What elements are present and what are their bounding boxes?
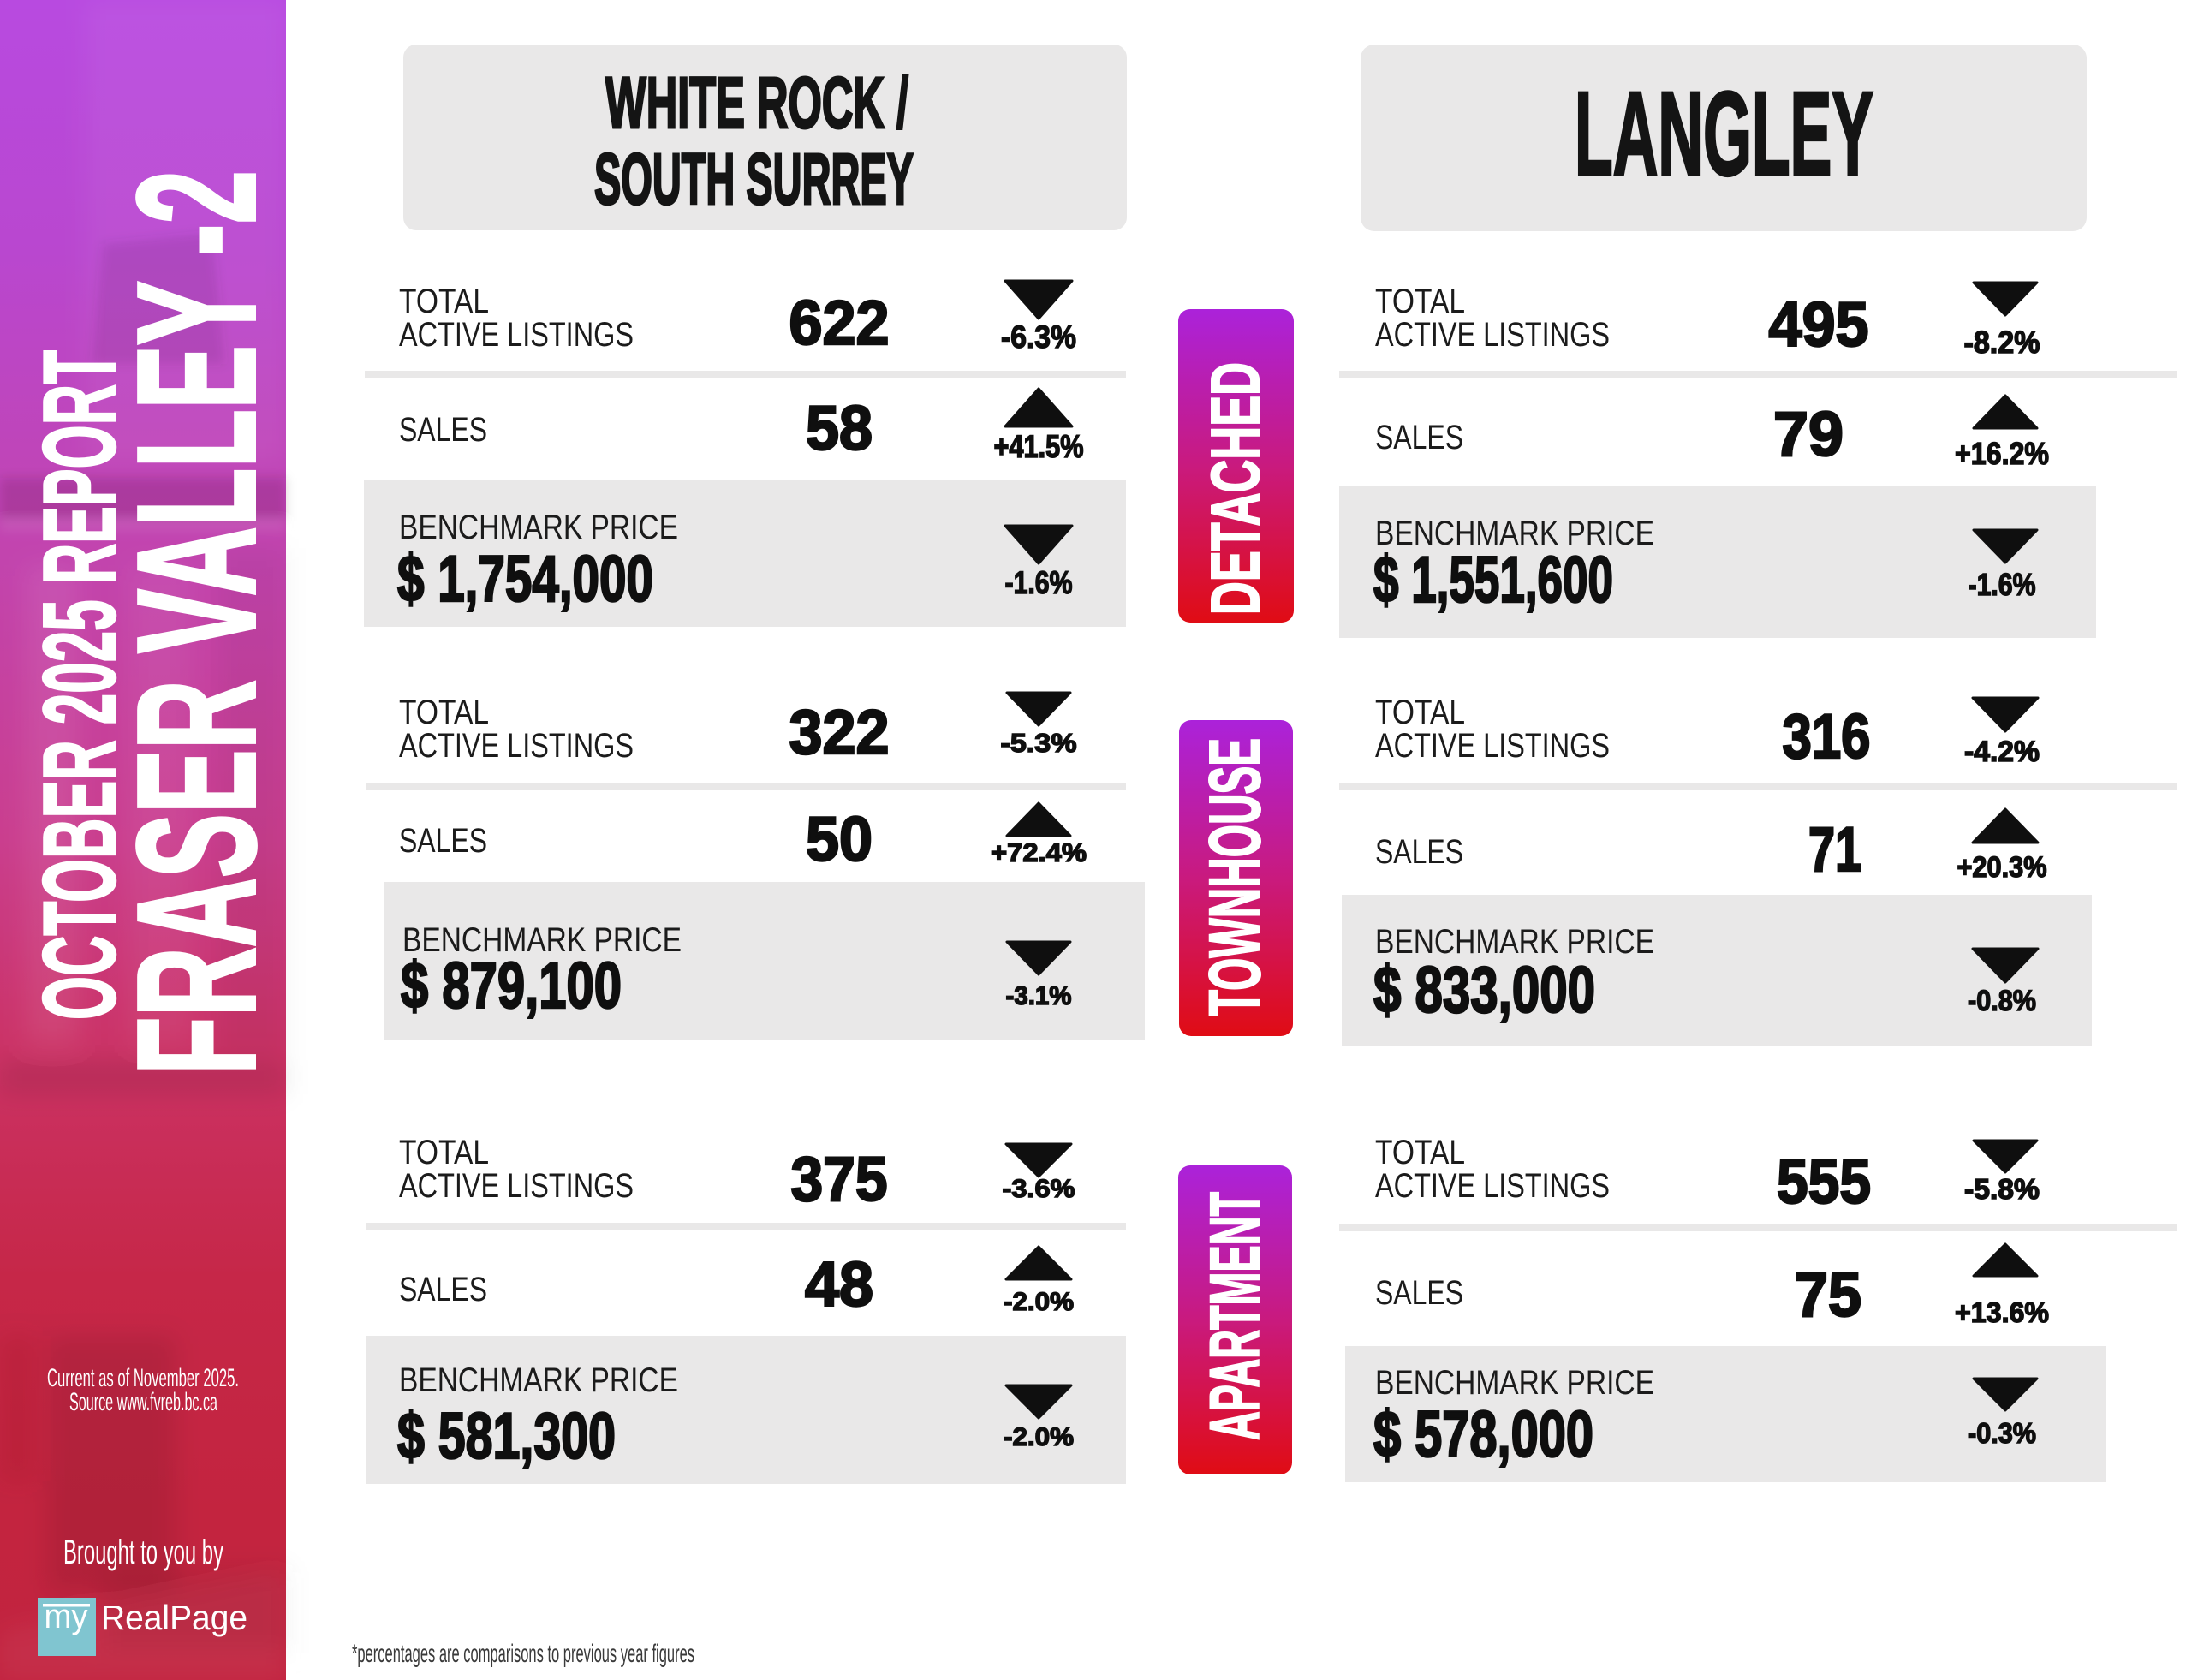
svg-text:555: 555 bbox=[1777, 1147, 1871, 1217]
svg-text:my: my bbox=[45, 1598, 88, 1635]
svg-text:BENCHMARK PRICE: BENCHMARK PRICE bbox=[1375, 515, 1654, 552]
svg-text:Brought to you by: Brought to you by bbox=[63, 1534, 223, 1571]
svg-text:-6.3%: -6.3% bbox=[1001, 319, 1076, 354]
svg-text:$ 879,100: $ 879,100 bbox=[401, 950, 622, 1022]
svg-text:+20.3%: +20.3% bbox=[1957, 851, 2047, 884]
svg-text:$ 833,000: $ 833,000 bbox=[1373, 954, 1595, 1027]
svg-text:-4.2%: -4.2% bbox=[1964, 736, 2040, 768]
svg-text:LANGLEY: LANGLEY bbox=[1575, 68, 1873, 200]
svg-text:OCTOBER 2025 REPORT: OCTOBER 2025 REPORT bbox=[22, 350, 137, 1020]
svg-text:SALES: SALES bbox=[399, 1271, 487, 1308]
svg-text:SALES: SALES bbox=[1375, 833, 1463, 871]
svg-text:BENCHMARK PRICE: BENCHMARK PRICE bbox=[1375, 1364, 1654, 1402]
svg-text:$ 1,551,600: $ 1,551,600 bbox=[1373, 544, 1613, 617]
svg-text:Source www.fvreb.bc.ca: Source www.fvreb.bc.ca bbox=[69, 1388, 217, 1416]
svg-text:-8.2%: -8.2% bbox=[1964, 325, 2040, 360]
svg-text:316: 316 bbox=[1783, 702, 1871, 771]
svg-text:FRASER VALLEY -2: FRASER VALLEY -2 bbox=[103, 170, 290, 1075]
svg-text:SALES: SALES bbox=[1375, 419, 1463, 456]
svg-text:TOTAL: TOTAL bbox=[399, 1134, 489, 1171]
svg-text:SALES: SALES bbox=[399, 822, 487, 860]
svg-text:79: 79 bbox=[1773, 400, 1844, 469]
svg-text:$ 1,754,000: $ 1,754,000 bbox=[397, 543, 653, 616]
svg-text:APARTMENT: APARTMENT bbox=[1196, 1192, 1274, 1440]
svg-text:+72.4%: +72.4% bbox=[991, 837, 1087, 867]
svg-text:75: 75 bbox=[1795, 1260, 1861, 1330]
svg-text:TOTAL: TOTAL bbox=[1375, 694, 1465, 731]
svg-text:Current as of November 2025.: Current as of November 2025. bbox=[47, 1364, 239, 1392]
svg-text:-1.6%: -1.6% bbox=[1005, 565, 1073, 600]
svg-text:BENCHMARK PRICE: BENCHMARK PRICE bbox=[1375, 923, 1654, 961]
svg-text:-1.6%: -1.6% bbox=[1969, 567, 2036, 602]
svg-text:-5.8%: -5.8% bbox=[1964, 1173, 2040, 1205]
svg-text:375: 375 bbox=[791, 1145, 888, 1214]
svg-text:ACTIVE LISTINGS: ACTIVE LISTINGS bbox=[1375, 1167, 1610, 1205]
svg-text:ACTIVE LISTINGS: ACTIVE LISTINGS bbox=[399, 316, 634, 354]
svg-text:TOTAL: TOTAL bbox=[399, 283, 489, 320]
svg-text:RealPage: RealPage bbox=[101, 1598, 247, 1637]
svg-text:+13.6%: +13.6% bbox=[1955, 1296, 2049, 1328]
svg-text:48: 48 bbox=[805, 1250, 873, 1320]
svg-text:-0.8%: -0.8% bbox=[1968, 985, 2036, 1017]
svg-text:-0.3%: -0.3% bbox=[1968, 1417, 2036, 1449]
svg-text:BENCHMARK PRICE: BENCHMARK PRICE bbox=[402, 921, 682, 959]
svg-text:ACTIVE LISTINGS: ACTIVE LISTINGS bbox=[1375, 316, 1610, 354]
svg-text:TOTAL: TOTAL bbox=[1375, 283, 1465, 320]
svg-text:$ 578,000: $ 578,000 bbox=[1373, 1398, 1593, 1471]
svg-text:622: 622 bbox=[789, 289, 890, 358]
svg-text:495: 495 bbox=[1769, 290, 1869, 360]
svg-text:DETACHED: DETACHED bbox=[1197, 362, 1273, 615]
svg-text:BENCHMARK PRICE: BENCHMARK PRICE bbox=[399, 509, 678, 546]
svg-text:-5.3%: -5.3% bbox=[1001, 728, 1077, 758]
svg-text:TOWNHOUSE: TOWNHOUSE bbox=[1194, 738, 1275, 1016]
svg-text:*percentages are comparisons t: *percentages are comparisons to previous… bbox=[352, 1640, 694, 1668]
svg-text:SOUTH SURREY: SOUTH SURREY bbox=[594, 139, 914, 219]
svg-text:322: 322 bbox=[789, 698, 890, 767]
svg-text:-3.6%: -3.6% bbox=[1003, 1175, 1075, 1203]
svg-text:ACTIVE LISTINGS: ACTIVE LISTINGS bbox=[399, 727, 634, 765]
svg-text:50: 50 bbox=[806, 805, 873, 874]
svg-text:71: 71 bbox=[1808, 815, 1861, 885]
svg-text:WHITE ROCK /: WHITE ROCK / bbox=[605, 63, 908, 143]
svg-text:-3.1%: -3.1% bbox=[1006, 980, 1072, 1010]
svg-text:BENCHMARK PRICE: BENCHMARK PRICE bbox=[399, 1361, 678, 1399]
svg-text:+16.2%: +16.2% bbox=[1955, 436, 2049, 471]
svg-text:$ 581,300: $ 581,300 bbox=[397, 1400, 616, 1473]
svg-text:TOTAL: TOTAL bbox=[1375, 1134, 1465, 1171]
svg-text:-2.0%: -2.0% bbox=[1004, 1288, 1074, 1316]
svg-text:SALES: SALES bbox=[399, 411, 487, 449]
svg-text:58: 58 bbox=[806, 394, 873, 463]
svg-text:ACTIVE LISTINGS: ACTIVE LISTINGS bbox=[399, 1167, 634, 1205]
svg-text:ACTIVE LISTINGS: ACTIVE LISTINGS bbox=[1375, 727, 1610, 765]
svg-text:TOTAL: TOTAL bbox=[399, 694, 489, 731]
svg-text:+41.5%: +41.5% bbox=[994, 429, 1084, 464]
svg-text:-2.0%: -2.0% bbox=[1004, 1423, 1074, 1451]
svg-text:SALES: SALES bbox=[1375, 1274, 1463, 1312]
